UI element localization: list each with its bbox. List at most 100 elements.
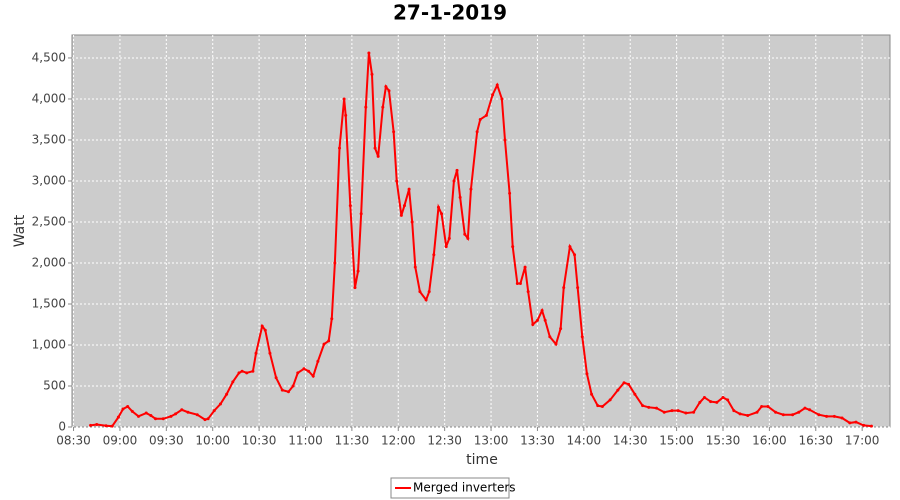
point [330, 317, 334, 321]
point [478, 117, 482, 121]
point [633, 392, 637, 396]
point [463, 232, 467, 236]
point [268, 351, 272, 355]
point [655, 406, 659, 410]
point [251, 369, 255, 373]
point [622, 381, 626, 385]
point [526, 290, 530, 294]
point [126, 404, 130, 408]
point [195, 413, 199, 417]
point [469, 187, 473, 191]
point [225, 392, 229, 396]
legend-box [390, 477, 510, 499]
y-tick-label: 500 [43, 378, 66, 392]
point [662, 410, 666, 414]
point [500, 97, 504, 101]
point [684, 411, 688, 415]
point [384, 85, 388, 89]
point [817, 413, 821, 417]
point [307, 369, 311, 373]
x-tick-label: 14:00 [567, 434, 602, 448]
point [755, 410, 759, 414]
point [311, 374, 315, 378]
point [508, 191, 512, 195]
point [466, 236, 470, 240]
point [585, 372, 589, 376]
point [832, 414, 836, 418]
x-tick-label: 13:00 [474, 434, 509, 448]
point [596, 404, 600, 408]
x-tick-label: 09:30 [149, 434, 184, 448]
point [432, 253, 436, 257]
point [302, 367, 306, 371]
point [475, 130, 479, 134]
point [95, 423, 99, 427]
x-tick-label: 16:30 [798, 434, 833, 448]
point [410, 220, 414, 224]
y-tick-label: 2,500 [32, 214, 66, 228]
point [641, 404, 645, 408]
point [854, 420, 858, 424]
point [381, 105, 385, 109]
x-tick-label: 12:00 [381, 434, 416, 448]
point [327, 339, 331, 343]
point [721, 395, 725, 399]
point [240, 369, 244, 373]
point [576, 286, 580, 290]
point [280, 388, 284, 392]
point [766, 404, 770, 408]
point [692, 410, 696, 414]
point [89, 423, 93, 427]
point [169, 414, 173, 418]
x-tick-label: 08:30 [56, 434, 91, 448]
point [263, 328, 267, 332]
point [333, 261, 337, 265]
point [231, 380, 235, 384]
point [698, 400, 702, 404]
point [344, 113, 348, 117]
point [702, 395, 706, 399]
point [715, 400, 719, 404]
point [440, 212, 444, 216]
x-tick-label: 16:00 [752, 434, 787, 448]
point [452, 179, 456, 183]
point [356, 269, 360, 273]
point [254, 351, 258, 355]
y-tick-label: 3,000 [32, 173, 66, 187]
point [531, 322, 535, 326]
x-tick-label: 14:30 [613, 434, 648, 448]
point [535, 318, 539, 322]
point [458, 195, 462, 199]
point [364, 105, 368, 109]
y-tick-label: 1,500 [32, 296, 66, 310]
point [562, 286, 566, 290]
y-tick-label: 0 [58, 420, 66, 434]
point [515, 281, 519, 285]
y-tick-label: 2,000 [32, 255, 66, 269]
point [670, 409, 674, 413]
point [395, 179, 399, 183]
point [149, 414, 153, 418]
x-tick-label: 12:30 [427, 434, 462, 448]
point [511, 245, 515, 249]
point [291, 384, 295, 388]
point [781, 413, 785, 417]
point [186, 410, 190, 414]
point [580, 335, 584, 339]
point [825, 414, 829, 418]
point [413, 265, 417, 269]
point [738, 412, 742, 416]
x-tick-label: 15:30 [706, 434, 741, 448]
point [455, 168, 459, 172]
point [161, 417, 165, 421]
chart-title: 27-1-2019 [393, 1, 507, 25]
point [376, 154, 380, 158]
x-tick-label: 09:00 [103, 434, 138, 448]
point [726, 398, 730, 402]
x-tick-label: 10:30 [242, 434, 277, 448]
y-tick-label: 1,000 [32, 337, 66, 351]
point [797, 410, 801, 414]
point [540, 309, 544, 313]
point [212, 409, 216, 413]
point [447, 236, 451, 240]
